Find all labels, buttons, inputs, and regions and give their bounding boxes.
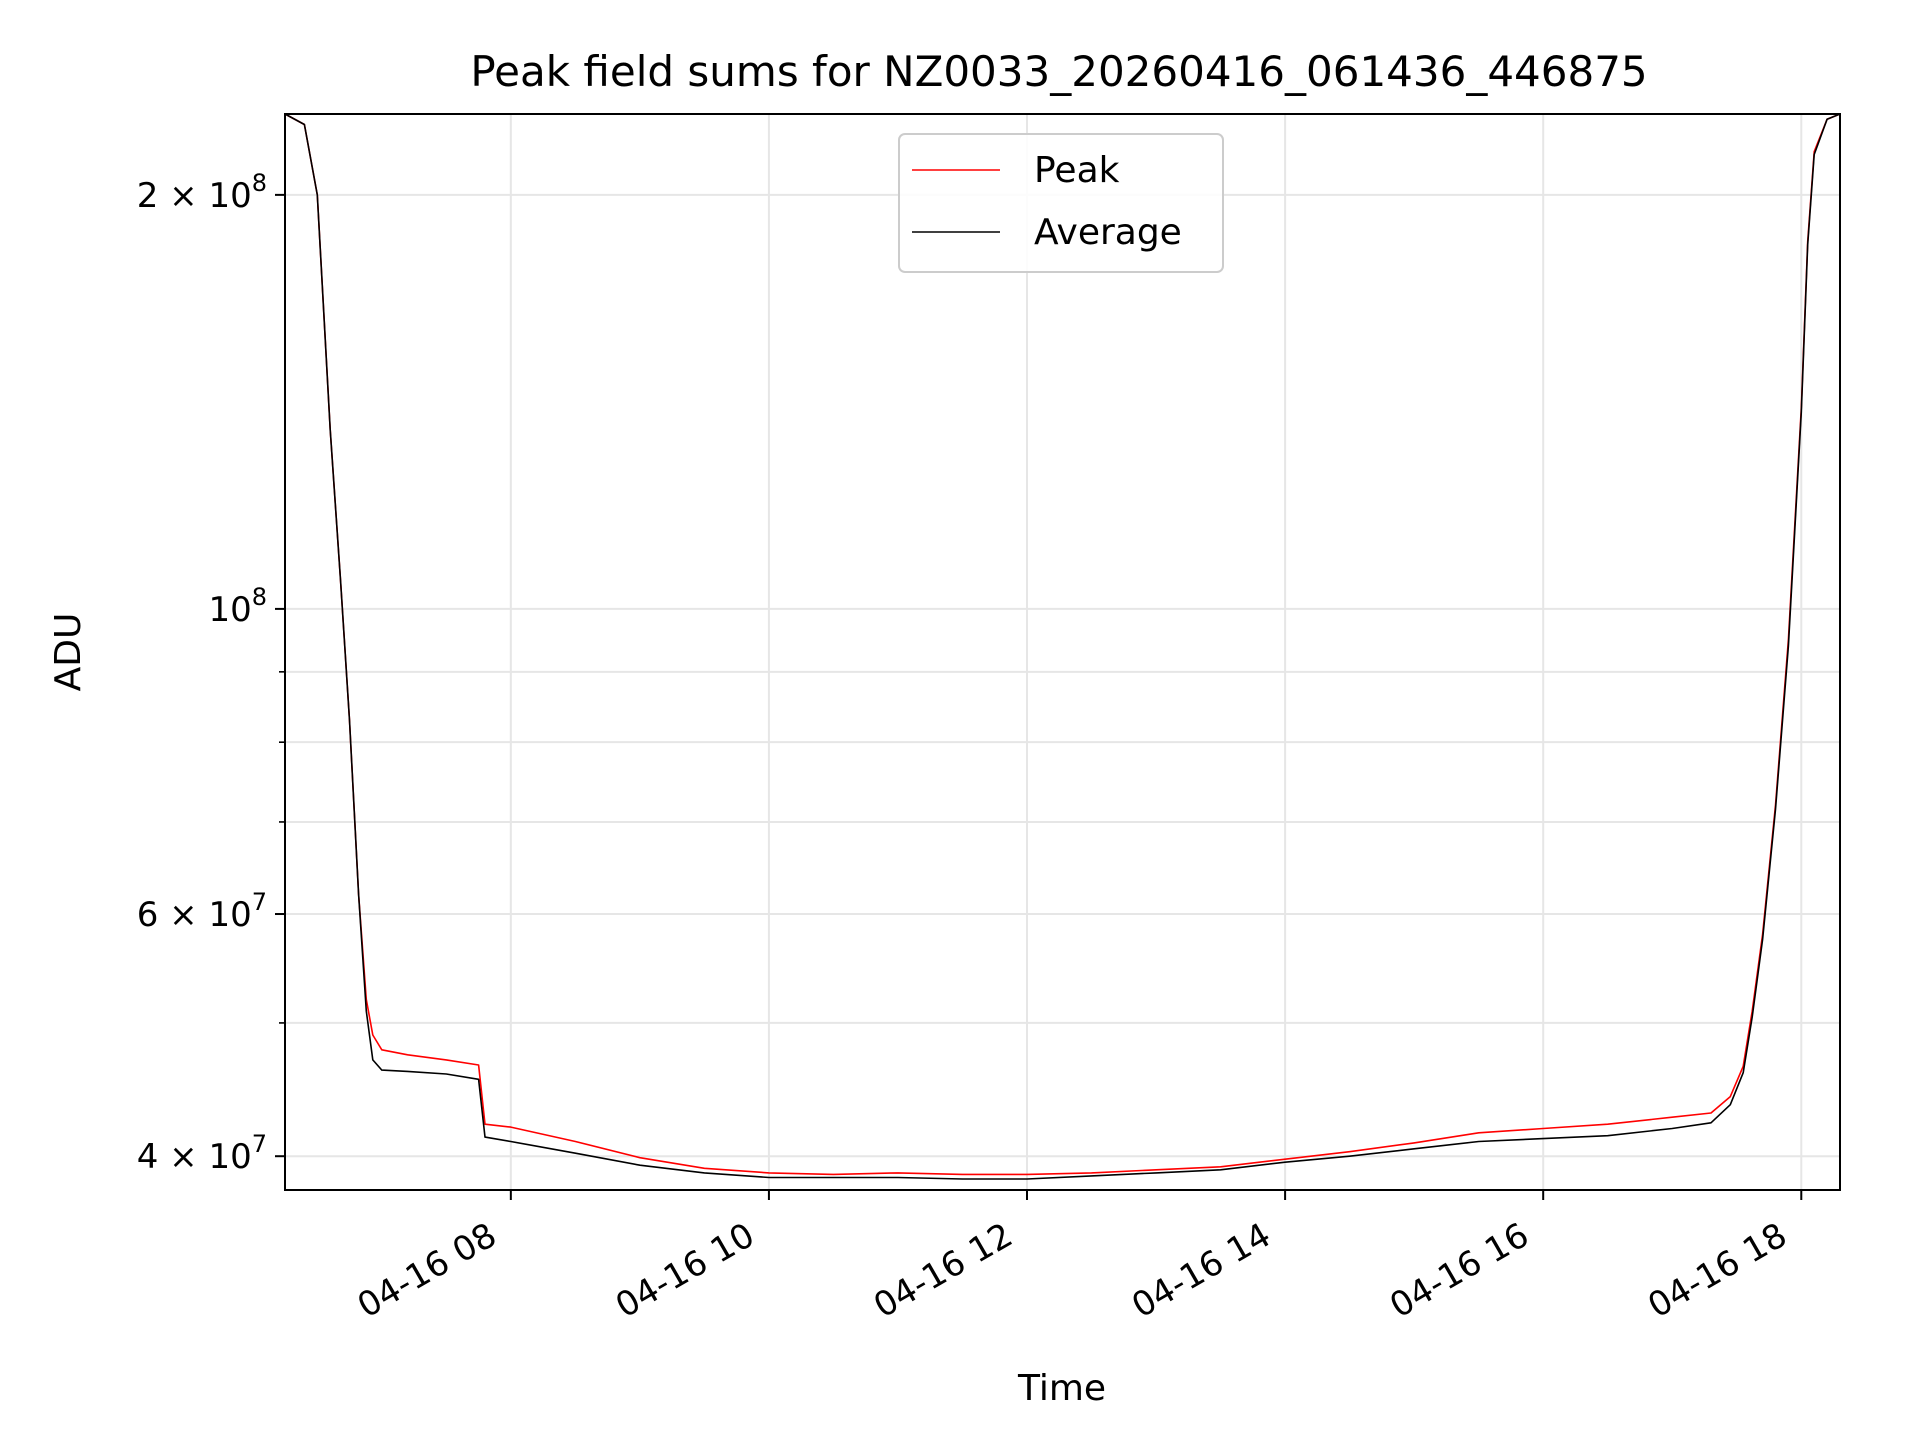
legend-box <box>898 133 1224 273</box>
y-tick-exponent: 8 <box>252 583 267 611</box>
y-tick-base: 2 × 10 <box>137 176 252 216</box>
x-axis-label: Time <box>1017 1368 1106 1409</box>
legend: Peak Average <box>898 133 1224 273</box>
chart-title: Peak field sums for NZ0033_20260416_0614… <box>470 47 1647 96</box>
y-tick-label: 108 <box>208 583 267 630</box>
plot-series <box>284 113 1841 1180</box>
legend-peak-label: Peak <box>1034 150 1120 191</box>
y-axis-label: ADU <box>48 613 89 692</box>
y-tick-base: 10 <box>208 590 251 630</box>
y-tick-base: 6 × 10 <box>137 895 252 935</box>
plot-frame <box>284 113 1841 1191</box>
y-tick-exponent: 8 <box>252 169 267 197</box>
series-line-average <box>284 113 1841 1180</box>
y-tick-label: 6 × 107 <box>137 888 267 935</box>
y-tick-label: 2 × 108 <box>137 169 267 216</box>
legend-average-label: Average <box>1034 212 1182 253</box>
y-tick-base: 4 × 10 <box>137 1137 252 1177</box>
y-tick-exponent: 7 <box>252 888 267 916</box>
y-tick-exponent: 7 <box>252 1130 267 1158</box>
y-tick-label: 4 × 107 <box>137 1130 267 1177</box>
